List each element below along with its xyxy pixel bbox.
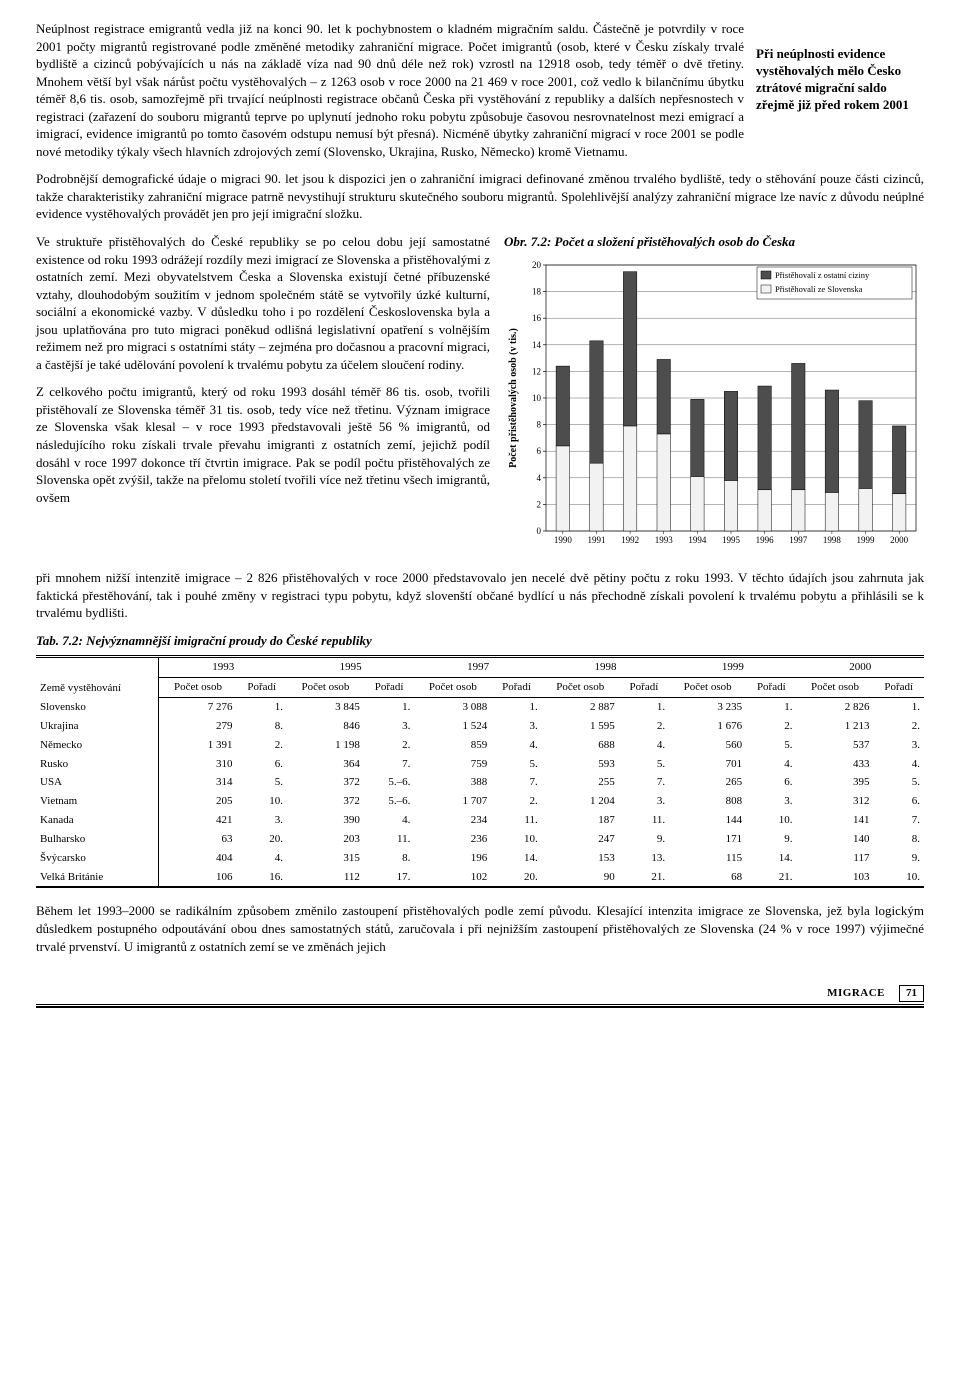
svg-text:20: 20	[532, 260, 542, 270]
svg-text:1994: 1994	[688, 535, 707, 545]
svg-text:12: 12	[532, 366, 541, 376]
svg-text:1990: 1990	[554, 535, 573, 545]
table-title: Tab. 7.2: Nejvýznamnější imigrační proud…	[36, 632, 924, 650]
paragraph-2: Podrobnější demografické údaje o migraci…	[36, 170, 924, 223]
svg-text:Přistěhovalí ze Slovenska: Přistěhovalí ze Slovenska	[775, 284, 863, 294]
svg-text:18: 18	[532, 286, 542, 296]
svg-text:1992: 1992	[621, 535, 639, 545]
svg-text:16: 16	[532, 313, 542, 323]
svg-text:0: 0	[537, 526, 542, 536]
svg-text:8: 8	[537, 419, 542, 429]
page-footer: MIGRACE 71	[36, 983, 924, 1008]
svg-text:14: 14	[532, 339, 542, 349]
chart-caption: Obr. 7.2: Počet a složení přistěhovalých…	[504, 233, 924, 251]
margin-callout: Při neúplnosti evidence vystěhovalých mě…	[756, 46, 924, 114]
svg-text:10: 10	[532, 393, 542, 403]
paragraph-4: Z celkového počtu imigrantů, který od ro…	[36, 383, 490, 506]
svg-text:1997: 1997	[789, 535, 808, 545]
paragraph-5: při mnohem nižší intenzitě imigrace – 2 …	[36, 569, 924, 622]
svg-text:1995: 1995	[722, 535, 741, 545]
footer-section-label: MIGRACE	[827, 986, 885, 1001]
svg-text:1999: 1999	[857, 535, 876, 545]
page-number: 71	[899, 985, 924, 1002]
svg-text:4: 4	[537, 472, 542, 482]
svg-text:1993: 1993	[655, 535, 674, 545]
svg-text:6: 6	[537, 446, 542, 456]
svg-text:1998: 1998	[823, 535, 842, 545]
paragraph-6: Během let 1993–2000 se radikálním způsob…	[36, 902, 924, 955]
svg-text:Přistěhovalí z ostatní ciziny: Přistěhovalí z ostatní ciziny	[775, 270, 870, 280]
migration-table: Země vystěhování199319951997199819992000…	[36, 655, 924, 888]
bar-chart: 0 2 4 6 8 10 12 14 16 18 20 1990 1991 1992 1993 1994 199…	[504, 255, 924, 555]
svg-text:1996: 1996	[756, 535, 775, 545]
svg-text:Počet přistěhovalých osob (v t: Počet přistěhovalých osob (v tis.)	[508, 328, 519, 468]
svg-text:1991: 1991	[587, 535, 605, 545]
paragraph-3: Ve struktuře přistěhovalých do České rep…	[36, 233, 490, 373]
paragraph-1: Neúplnost registrace emigrantů vedla již…	[36, 20, 744, 160]
svg-text:2: 2	[537, 499, 542, 509]
svg-text:2000: 2000	[890, 535, 909, 545]
